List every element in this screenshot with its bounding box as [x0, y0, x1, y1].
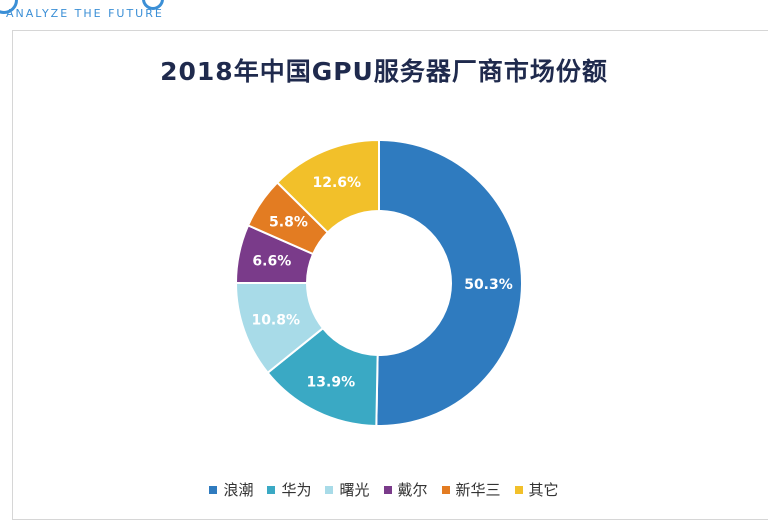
slice-label-5: 12.6%	[312, 175, 361, 191]
legend-swatch-1	[267, 485, 276, 494]
legend-item-2: 曙光	[325, 479, 370, 500]
slice-label-0: 50.3%	[464, 277, 513, 293]
legend-item-3: 戴尔	[383, 479, 428, 500]
legend-swatch-4	[441, 485, 450, 494]
legend-label-4: 新华三	[455, 481, 501, 499]
legend-swatch-2	[325, 485, 334, 494]
legend-swatch-0	[209, 485, 218, 494]
chart-title: 2018年中国GPU服务器厂商市场份额	[160, 57, 608, 86]
pie-slice-5	[275, 138, 380, 234]
legend-label-3: 戴尔	[397, 481, 428, 499]
legend-label-2: 曙光	[339, 481, 370, 499]
legend-swatch-3	[383, 485, 392, 494]
legend-item-1: 华为	[267, 479, 311, 500]
slice-label-2: 10.8%	[251, 312, 300, 328]
slice-label-4: 5.8%	[269, 214, 308, 230]
legend-item-5: 其它	[514, 479, 559, 500]
brand-tagline: ANALYZE THE FUTURE	[6, 7, 164, 20]
legend-swatch-5	[514, 485, 523, 494]
pie-slice-0	[375, 138, 523, 427]
legend-item-0: 浪潮	[209, 479, 253, 500]
legend-label-5: 其它	[528, 481, 559, 499]
chart-frame	[12, 30, 768, 520]
legend-item-4: 新华三	[441, 479, 501, 500]
legend-label-1: 华为	[281, 481, 312, 499]
slice-label-3: 6.6%	[252, 253, 291, 269]
slice-label-1: 13.9%	[307, 374, 356, 390]
chart-legend: 浪潮 华为 曙光 戴尔 新华三 其它	[0, 479, 768, 500]
legend-label-0: 浪潮	[223, 481, 254, 499]
brand: ANALYZE THE FUTURE	[0, 0, 200, 22]
